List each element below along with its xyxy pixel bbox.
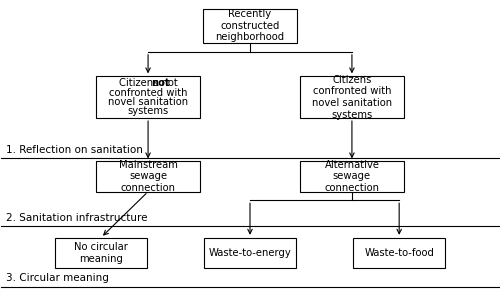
- Text: Waste-to-energy: Waste-to-energy: [208, 248, 292, 258]
- Text: novel sanitation: novel sanitation: [108, 97, 188, 107]
- FancyBboxPatch shape: [204, 238, 296, 268]
- FancyBboxPatch shape: [300, 76, 404, 118]
- Text: Waste-to-food: Waste-to-food: [364, 248, 434, 258]
- Text: not: not: [151, 78, 170, 88]
- Text: Alternative
sewage
connection: Alternative sewage connection: [324, 160, 380, 193]
- FancyBboxPatch shape: [353, 238, 445, 268]
- Text: systems: systems: [128, 106, 168, 116]
- Text: 1. Reflection on sanitation: 1. Reflection on sanitation: [6, 145, 143, 155]
- Text: confronted with: confronted with: [109, 88, 188, 97]
- FancyBboxPatch shape: [96, 161, 200, 191]
- Text: Citizens
confronted with
novel sanitation
systems: Citizens confronted with novel sanitatio…: [312, 75, 392, 120]
- Text: Mainstream
sewage
connection: Mainstream sewage connection: [118, 160, 178, 193]
- Text: 2. Sanitation infrastructure: 2. Sanitation infrastructure: [6, 213, 148, 223]
- Text: Recently
constructed
neighborhood: Recently constructed neighborhood: [216, 9, 284, 42]
- FancyBboxPatch shape: [55, 238, 147, 268]
- FancyBboxPatch shape: [96, 76, 200, 118]
- Text: 3. Circular meaning: 3. Circular meaning: [6, 273, 109, 283]
- FancyBboxPatch shape: [300, 161, 404, 191]
- Text: Citizens not: Citizens not: [118, 78, 178, 88]
- FancyBboxPatch shape: [203, 9, 297, 43]
- Text: No circular
meaning: No circular meaning: [74, 242, 128, 264]
